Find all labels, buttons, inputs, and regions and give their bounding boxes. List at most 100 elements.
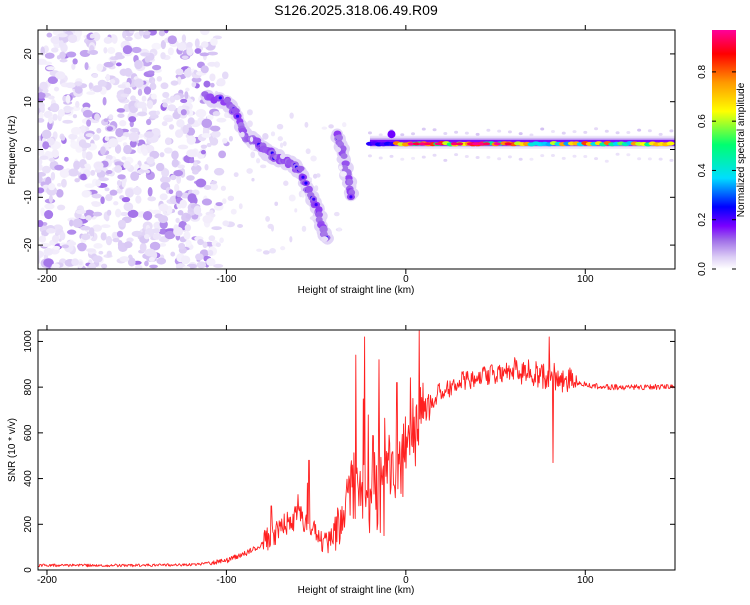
noise-speckle — [142, 211, 153, 221]
track-speckle — [339, 171, 347, 177]
noise-speckle — [202, 215, 213, 224]
tone-line-speckle — [583, 154, 588, 158]
tone-line-speckle — [443, 158, 448, 162]
noise-speckle — [181, 55, 189, 60]
noise-speckle — [195, 178, 207, 188]
noise-speckle — [140, 164, 150, 171]
tone-line-speckle — [454, 130, 459, 134]
noise-speckle — [162, 91, 170, 98]
tone-line-speckle — [637, 128, 642, 132]
noise-speckle — [43, 247, 54, 256]
noise-speckle — [206, 258, 216, 267]
descending-track-core — [315, 211, 323, 218]
noise-speckle — [177, 144, 189, 150]
noise-speckle — [55, 71, 66, 80]
noise-speckle — [180, 109, 187, 116]
track-speckle — [334, 146, 341, 153]
noise-speckle — [66, 229, 77, 235]
track-speckle — [337, 227, 342, 232]
noise-speckle — [46, 228, 56, 234]
track-speckle — [237, 224, 244, 228]
tone-line-speckle — [529, 133, 534, 137]
track-speckle — [247, 120, 253, 128]
track-speckle — [308, 177, 313, 181]
track-speckle — [256, 248, 263, 252]
noise-speckle — [196, 261, 207, 269]
noise-speckle — [170, 251, 176, 257]
noise-speckle — [38, 92, 46, 99]
colorbar-tick-label: 0.4 — [697, 163, 708, 177]
tone-line-speckle — [561, 131, 566, 135]
tone-line-speckle — [421, 127, 426, 131]
noise-speckle — [123, 144, 132, 155]
noise-speckle — [100, 232, 107, 241]
noise-speckle — [38, 150, 45, 156]
x-tick-label: 0 — [403, 274, 409, 285]
noise-speckle — [49, 102, 60, 113]
noise-speckle — [85, 248, 96, 253]
noise-speckle — [213, 263, 224, 268]
noise-speckle — [115, 62, 122, 67]
spectrogram-y-label: Frequency (Hz) — [7, 116, 18, 185]
noise-speckle — [52, 113, 58, 121]
track-speckle — [279, 153, 286, 159]
noise-speckle — [195, 108, 207, 118]
noise-speckle — [216, 117, 227, 123]
noise-speckle — [80, 125, 86, 134]
noise-speckle — [104, 136, 110, 141]
track-speckle — [210, 180, 218, 185]
noise-speckle — [155, 110, 161, 116]
tone-line-speckle — [604, 129, 609, 133]
tone-line-speckle — [378, 156, 383, 160]
noise-speckle — [97, 79, 107, 87]
tone-line-speckle — [626, 131, 631, 135]
track-speckle — [265, 215, 271, 222]
noise-speckle — [92, 224, 102, 232]
tone-line-speckle — [540, 127, 545, 131]
tone-line-speckle — [604, 159, 609, 163]
descending-track-peak — [312, 197, 316, 201]
noise-speckle — [64, 156, 69, 162]
noise-speckle — [117, 113, 125, 118]
noise-speckle — [149, 241, 161, 251]
track-speckle — [282, 141, 287, 147]
noise-speckle — [68, 168, 79, 177]
noise-speckle — [171, 150, 179, 160]
tone-line-speckle — [464, 154, 469, 158]
noise-speckle — [56, 188, 64, 198]
noise-speckle — [130, 95, 136, 102]
noise-speckle — [59, 168, 69, 178]
noise-speckle — [84, 62, 89, 71]
descending-track-core — [319, 225, 328, 234]
noise-speckle — [185, 214, 192, 219]
track-speckle — [301, 190, 305, 198]
noise-speckle — [178, 242, 186, 250]
noise-speckle — [143, 86, 152, 95]
track-speckle — [277, 136, 283, 142]
noise-speckle — [53, 86, 60, 92]
track-speckle — [227, 195, 235, 201]
descending-track-peak — [304, 181, 308, 185]
noise-speckle — [59, 58, 68, 63]
track-speckle — [233, 172, 239, 178]
noise-speckle — [207, 61, 217, 67]
noise-speckle — [103, 118, 109, 123]
tone-line-speckle — [411, 156, 416, 160]
noise-speckle — [38, 187, 45, 194]
noise-speckle — [38, 235, 47, 243]
tone-line-speckle — [400, 133, 405, 137]
noise-speckle — [44, 210, 54, 220]
noise-speckle — [158, 215, 169, 224]
noise-speckle — [96, 161, 103, 168]
noise-speckle — [101, 263, 108, 269]
noise-speckle — [40, 207, 45, 217]
y-tick-label: -20 — [23, 237, 34, 252]
track-speckle — [209, 209, 214, 214]
colorbar-label: Normalized spectral amplitude — [736, 82, 747, 217]
noise-speckle — [211, 130, 221, 138]
descending-track-peak — [301, 175, 305, 179]
noise-speckle — [91, 201, 102, 207]
noise-speckle — [206, 114, 214, 121]
